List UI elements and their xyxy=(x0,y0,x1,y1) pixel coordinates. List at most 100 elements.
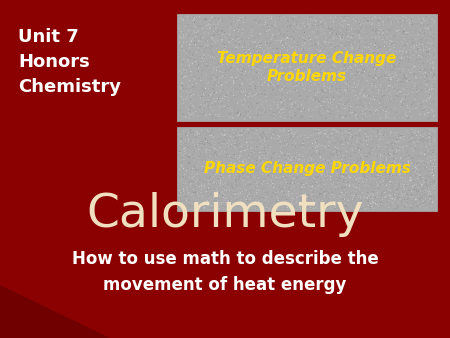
Point xyxy=(401,172,409,177)
Point xyxy=(410,145,417,150)
Point xyxy=(320,29,327,35)
Point xyxy=(413,84,420,89)
Point xyxy=(344,86,351,92)
Point xyxy=(210,196,217,201)
Point xyxy=(383,29,391,34)
Point xyxy=(265,175,272,180)
Point xyxy=(309,152,316,158)
Point xyxy=(418,21,425,26)
Point xyxy=(275,128,283,133)
Point xyxy=(224,81,231,87)
Point xyxy=(184,177,191,183)
Point xyxy=(300,110,307,115)
Point xyxy=(207,62,214,67)
Point xyxy=(273,197,280,203)
Point xyxy=(264,56,271,62)
Point xyxy=(346,195,353,201)
Point xyxy=(395,65,402,71)
Point xyxy=(261,40,269,45)
Point xyxy=(402,112,409,117)
Point xyxy=(382,165,389,171)
Point xyxy=(317,72,324,78)
Point xyxy=(205,132,212,138)
Point xyxy=(404,158,411,163)
Point xyxy=(413,158,420,163)
Point xyxy=(343,204,351,210)
Point xyxy=(298,161,306,167)
Point xyxy=(325,24,332,29)
Point xyxy=(190,39,197,44)
Point xyxy=(403,152,410,157)
Point xyxy=(224,149,231,155)
Point xyxy=(332,133,339,138)
Point xyxy=(339,19,346,24)
Point xyxy=(368,188,375,193)
Point xyxy=(286,169,293,174)
Point xyxy=(280,139,288,144)
Point xyxy=(372,51,379,57)
Point xyxy=(265,199,272,204)
Point xyxy=(418,92,425,97)
Point xyxy=(415,60,422,65)
Point xyxy=(409,66,416,72)
Point xyxy=(405,48,412,53)
Point xyxy=(352,95,360,101)
Point xyxy=(290,58,297,64)
Point xyxy=(202,44,209,49)
Point xyxy=(237,163,244,169)
Point xyxy=(337,116,344,121)
Point xyxy=(359,48,366,53)
Point xyxy=(349,136,356,141)
Point xyxy=(214,189,221,194)
Point xyxy=(335,49,342,55)
Point xyxy=(353,18,360,23)
Point xyxy=(245,109,252,114)
Point xyxy=(341,160,348,165)
Point xyxy=(186,182,194,188)
Point xyxy=(426,92,433,97)
Point xyxy=(428,17,436,22)
Point xyxy=(225,198,232,203)
Point xyxy=(342,103,349,108)
Point xyxy=(184,80,191,85)
Point xyxy=(371,194,378,200)
Point xyxy=(319,171,326,177)
Point xyxy=(362,47,369,52)
Point xyxy=(319,202,326,208)
Point xyxy=(207,180,214,185)
Point xyxy=(176,169,184,175)
Point xyxy=(246,39,253,44)
Point xyxy=(322,144,329,149)
Point xyxy=(393,16,400,21)
Point xyxy=(360,41,367,46)
Point xyxy=(420,68,427,73)
Point xyxy=(258,133,265,138)
Point xyxy=(292,132,300,138)
Point xyxy=(268,79,275,85)
Point xyxy=(312,80,319,86)
Point xyxy=(187,139,194,144)
Point xyxy=(364,176,371,181)
Point xyxy=(331,93,338,99)
Point xyxy=(281,86,288,91)
Point xyxy=(409,73,416,79)
Point xyxy=(362,128,369,133)
Point xyxy=(340,152,347,158)
Point xyxy=(219,189,226,194)
Point xyxy=(349,77,356,82)
Point xyxy=(387,38,394,44)
Point xyxy=(177,183,184,189)
Point xyxy=(222,31,230,36)
Point xyxy=(418,80,425,86)
Point xyxy=(238,35,245,41)
Point xyxy=(400,203,407,209)
Point xyxy=(392,106,399,112)
Point xyxy=(390,151,397,157)
Point xyxy=(303,67,310,72)
Point xyxy=(301,203,308,209)
Point xyxy=(261,175,268,181)
Point xyxy=(217,200,225,206)
Point xyxy=(427,93,434,99)
Point xyxy=(289,139,297,145)
Point xyxy=(328,27,335,32)
